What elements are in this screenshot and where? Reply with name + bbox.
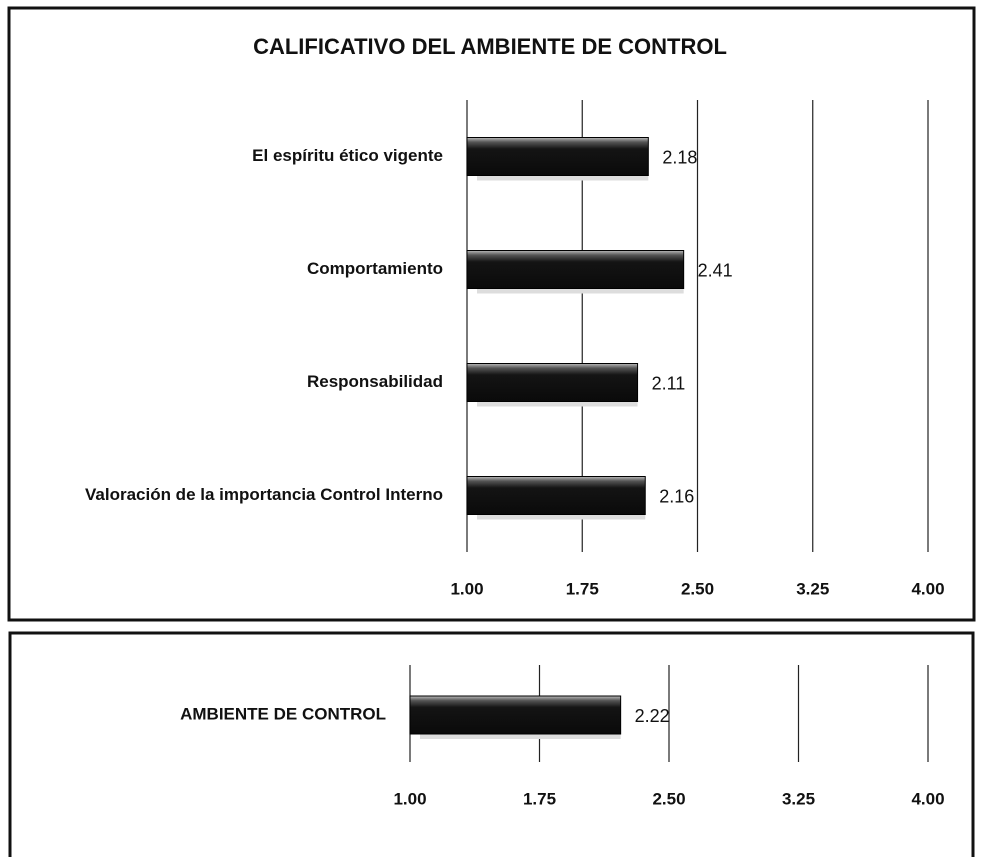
bar bbox=[466, 476, 646, 515]
bar-shadow bbox=[477, 514, 646, 520]
x-tick-label: 1.00 bbox=[450, 579, 483, 598]
x-tick-label: 2.50 bbox=[652, 789, 685, 808]
data-label: 2.18 bbox=[662, 147, 697, 167]
data-label: 2.22 bbox=[635, 706, 670, 726]
bar bbox=[466, 137, 649, 176]
x-tick-label: 1.75 bbox=[566, 579, 599, 598]
x-tick-label: 4.00 bbox=[911, 789, 944, 808]
bar-shadow bbox=[420, 734, 621, 739]
x-tick-label: 1.75 bbox=[523, 789, 556, 808]
chart-frame bbox=[7, 6, 976, 622]
y-tick-label: Comportamiento bbox=[307, 259, 443, 278]
bar-shadow bbox=[477, 175, 649, 181]
bar bbox=[409, 695, 622, 735]
bar bbox=[466, 363, 639, 402]
y-tick-label: Responsabilidad bbox=[307, 372, 443, 391]
y-tick-label: Valoración de la importancia Control Int… bbox=[85, 485, 443, 504]
x-tick-label: 3.25 bbox=[796, 579, 829, 598]
y-tick-label: AMBIENTE DE CONTROL bbox=[180, 704, 386, 723]
data-label: 2.11 bbox=[652, 373, 686, 393]
x-tick-label: 2.50 bbox=[681, 579, 714, 598]
y-tick-label: El espíritu ético vigente bbox=[252, 146, 443, 165]
chart-title: CALIFICATIVO DEL AMBIENTE DE CONTROL bbox=[253, 34, 727, 59]
x-tick-label: 4.00 bbox=[911, 579, 944, 598]
chart-frame bbox=[8, 631, 975, 857]
data-label: 2.41 bbox=[698, 260, 733, 280]
x-tick-label: 1.00 bbox=[393, 789, 426, 808]
x-tick-label: 3.25 bbox=[782, 789, 815, 808]
bar-shadow bbox=[477, 401, 638, 407]
data-label: 2.16 bbox=[659, 486, 694, 506]
bar-shadow bbox=[477, 288, 684, 294]
bar bbox=[466, 250, 685, 289]
